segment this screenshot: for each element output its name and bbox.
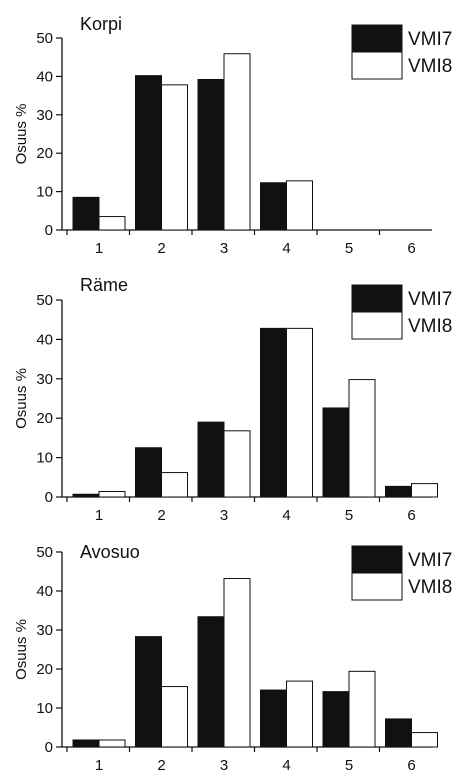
- y-tick-label: 20: [36, 145, 53, 162]
- chart-panel-3: 0 10 20 30 40 50 1 2 3 4 5 6 Osuus % Avosuo VMI7 VMI8: [13, 542, 452, 771]
- y-tick-label: 40: [36, 68, 53, 85]
- x-tick-label: 6: [407, 507, 415, 524]
- bar-vmi8-2: [162, 85, 188, 230]
- chart-panel-1: 0 10 20 30 40 50 1 2 3 4 5 6 Osuus % Korpi VMI7 VMI8: [13, 14, 452, 257]
- bar-vmi8-3: [224, 579, 250, 747]
- x-tick-label: 6: [407, 240, 415, 257]
- chart-title: Korpi: [80, 14, 122, 34]
- bar-vmi7-1: [73, 197, 99, 230]
- y-tick-label: 20: [36, 410, 53, 427]
- bar-vmi8-4: [287, 328, 313, 497]
- legend-swatch-vmi7: [352, 25, 402, 52]
- y-tick-label: 30: [36, 371, 53, 388]
- x-tick-label: 5: [345, 507, 353, 524]
- x-tick-label: 1: [95, 240, 103, 257]
- bar-vmi8-6: [412, 733, 438, 747]
- bar-vmi7-6: [386, 719, 412, 747]
- legend-label-vmi8: VMI8: [408, 577, 452, 598]
- bar-vmi7-5: [323, 692, 349, 747]
- legend-label-vmi7: VMI7: [408, 29, 452, 50]
- bar-vmi8-3: [224, 431, 250, 497]
- y-tick-label: 0: [45, 222, 53, 239]
- bar-vmi7-5: [323, 408, 349, 497]
- x-tick-label: 5: [345, 757, 353, 771]
- y-tick-label: 50: [36, 544, 53, 561]
- bar-vmi8-4: [287, 681, 313, 747]
- legend-swatch-vmi7: [352, 546, 402, 573]
- x-tick-label: 4: [282, 507, 290, 524]
- y-tick-label: 40: [36, 583, 53, 600]
- bar-vmi8-1: [99, 217, 125, 230]
- bar-vmi8-1: [99, 491, 125, 497]
- bar-vmi7-4: [261, 690, 287, 747]
- y-tick-label: 50: [36, 30, 53, 47]
- legend-label-vmi7: VMI7: [408, 550, 452, 571]
- y-tick-label: 10: [36, 700, 53, 717]
- bar-vmi7-1: [73, 494, 99, 497]
- x-tick-label: 1: [95, 757, 103, 771]
- bar-vmi7-2: [136, 448, 162, 497]
- legend-label-vmi8: VMI8: [408, 316, 452, 337]
- bar-vmi7-3: [198, 422, 224, 497]
- bar-vmi8-3: [224, 54, 250, 230]
- y-tick-label: 40: [36, 331, 53, 348]
- x-tick-label: 4: [282, 757, 290, 771]
- chart-title: Avosuo: [80, 542, 140, 562]
- bar-vmi7-6: [386, 486, 412, 497]
- y-axis-label: Osuus %: [13, 104, 30, 165]
- y-axis-label: Osuus %: [13, 619, 30, 680]
- bar-vmi8-5: [349, 671, 375, 747]
- y-tick-label: 0: [45, 489, 53, 506]
- x-tick-label: 6: [407, 757, 415, 771]
- bar-vmi7-2: [136, 637, 162, 747]
- bar-vmi7-1: [73, 740, 99, 747]
- y-tick-label: 10: [36, 450, 53, 467]
- bar-vmi8-6: [412, 484, 438, 497]
- bar-vmi8-2: [162, 473, 188, 497]
- legend-label-vmi8: VMI8: [408, 56, 452, 77]
- x-tick-label: 2: [157, 507, 165, 524]
- bar-vmi8-4: [287, 181, 313, 230]
- bar-vmi8-5: [349, 380, 375, 497]
- y-tick-label: 50: [36, 292, 53, 309]
- legend-swatch-vmi8: [352, 312, 402, 339]
- y-axis-label: Osuus %: [13, 368, 30, 429]
- y-tick-label: 20: [36, 661, 53, 678]
- legend-swatch-vmi8: [352, 573, 402, 600]
- y-tick-label: 30: [36, 622, 53, 639]
- x-tick-label: 4: [282, 240, 290, 257]
- bar-vmi8-1: [99, 740, 125, 747]
- y-tick-label: 10: [36, 184, 53, 201]
- y-tick-label: 0: [45, 739, 53, 756]
- bar-vmi8-2: [162, 687, 188, 747]
- bar-vmi7-4: [261, 183, 287, 230]
- bar-vmi7-3: [198, 79, 224, 230]
- x-tick-label: 5: [345, 240, 353, 257]
- x-tick-label: 1: [95, 507, 103, 524]
- x-tick-label: 3: [220, 757, 228, 771]
- x-tick-label: 3: [220, 240, 228, 257]
- x-tick-label: 3: [220, 507, 228, 524]
- bar-vmi7-4: [261, 328, 287, 497]
- chart-panel-2: 0 10 20 30 40 50 1 2 3 4 5 6 Osuus % Räme VMI7 VMI8: [13, 275, 452, 524]
- x-tick-label: 2: [157, 757, 165, 771]
- bar-vmi7-3: [198, 617, 224, 747]
- legend-label-vmi7: VMI7: [408, 289, 452, 310]
- legend-swatch-vmi8: [352, 52, 402, 79]
- legend-swatch-vmi7: [352, 285, 402, 312]
- x-tick-label: 2: [157, 240, 165, 257]
- y-tick-label: 30: [36, 107, 53, 124]
- chart-title: Räme: [80, 275, 128, 295]
- bar-vmi7-2: [136, 76, 162, 230]
